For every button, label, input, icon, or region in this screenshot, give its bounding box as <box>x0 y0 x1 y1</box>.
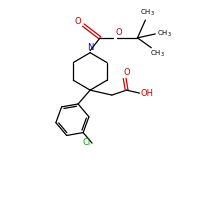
Text: CH$_3$: CH$_3$ <box>150 49 165 59</box>
Text: O: O <box>123 68 130 77</box>
Text: CH$_3$: CH$_3$ <box>157 29 172 39</box>
Text: O: O <box>74 17 81 26</box>
Text: OH: OH <box>141 89 154 98</box>
Text: CH$_3$: CH$_3$ <box>140 8 155 18</box>
Text: N: N <box>87 43 93 52</box>
Text: Cl: Cl <box>83 138 91 147</box>
Text: O: O <box>115 28 122 37</box>
